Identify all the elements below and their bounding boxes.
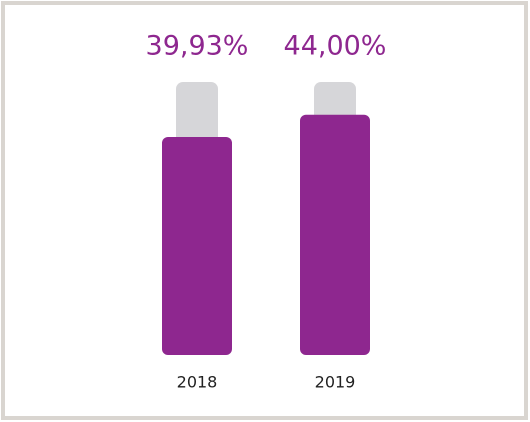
value-label: 44,00% (284, 31, 387, 62)
x-tick-label: 2019 (315, 373, 356, 392)
value-label: 39,93% (146, 31, 249, 62)
bar (300, 114, 370, 355)
bar (162, 136, 232, 355)
x-tick-label: 2018 (177, 373, 218, 392)
